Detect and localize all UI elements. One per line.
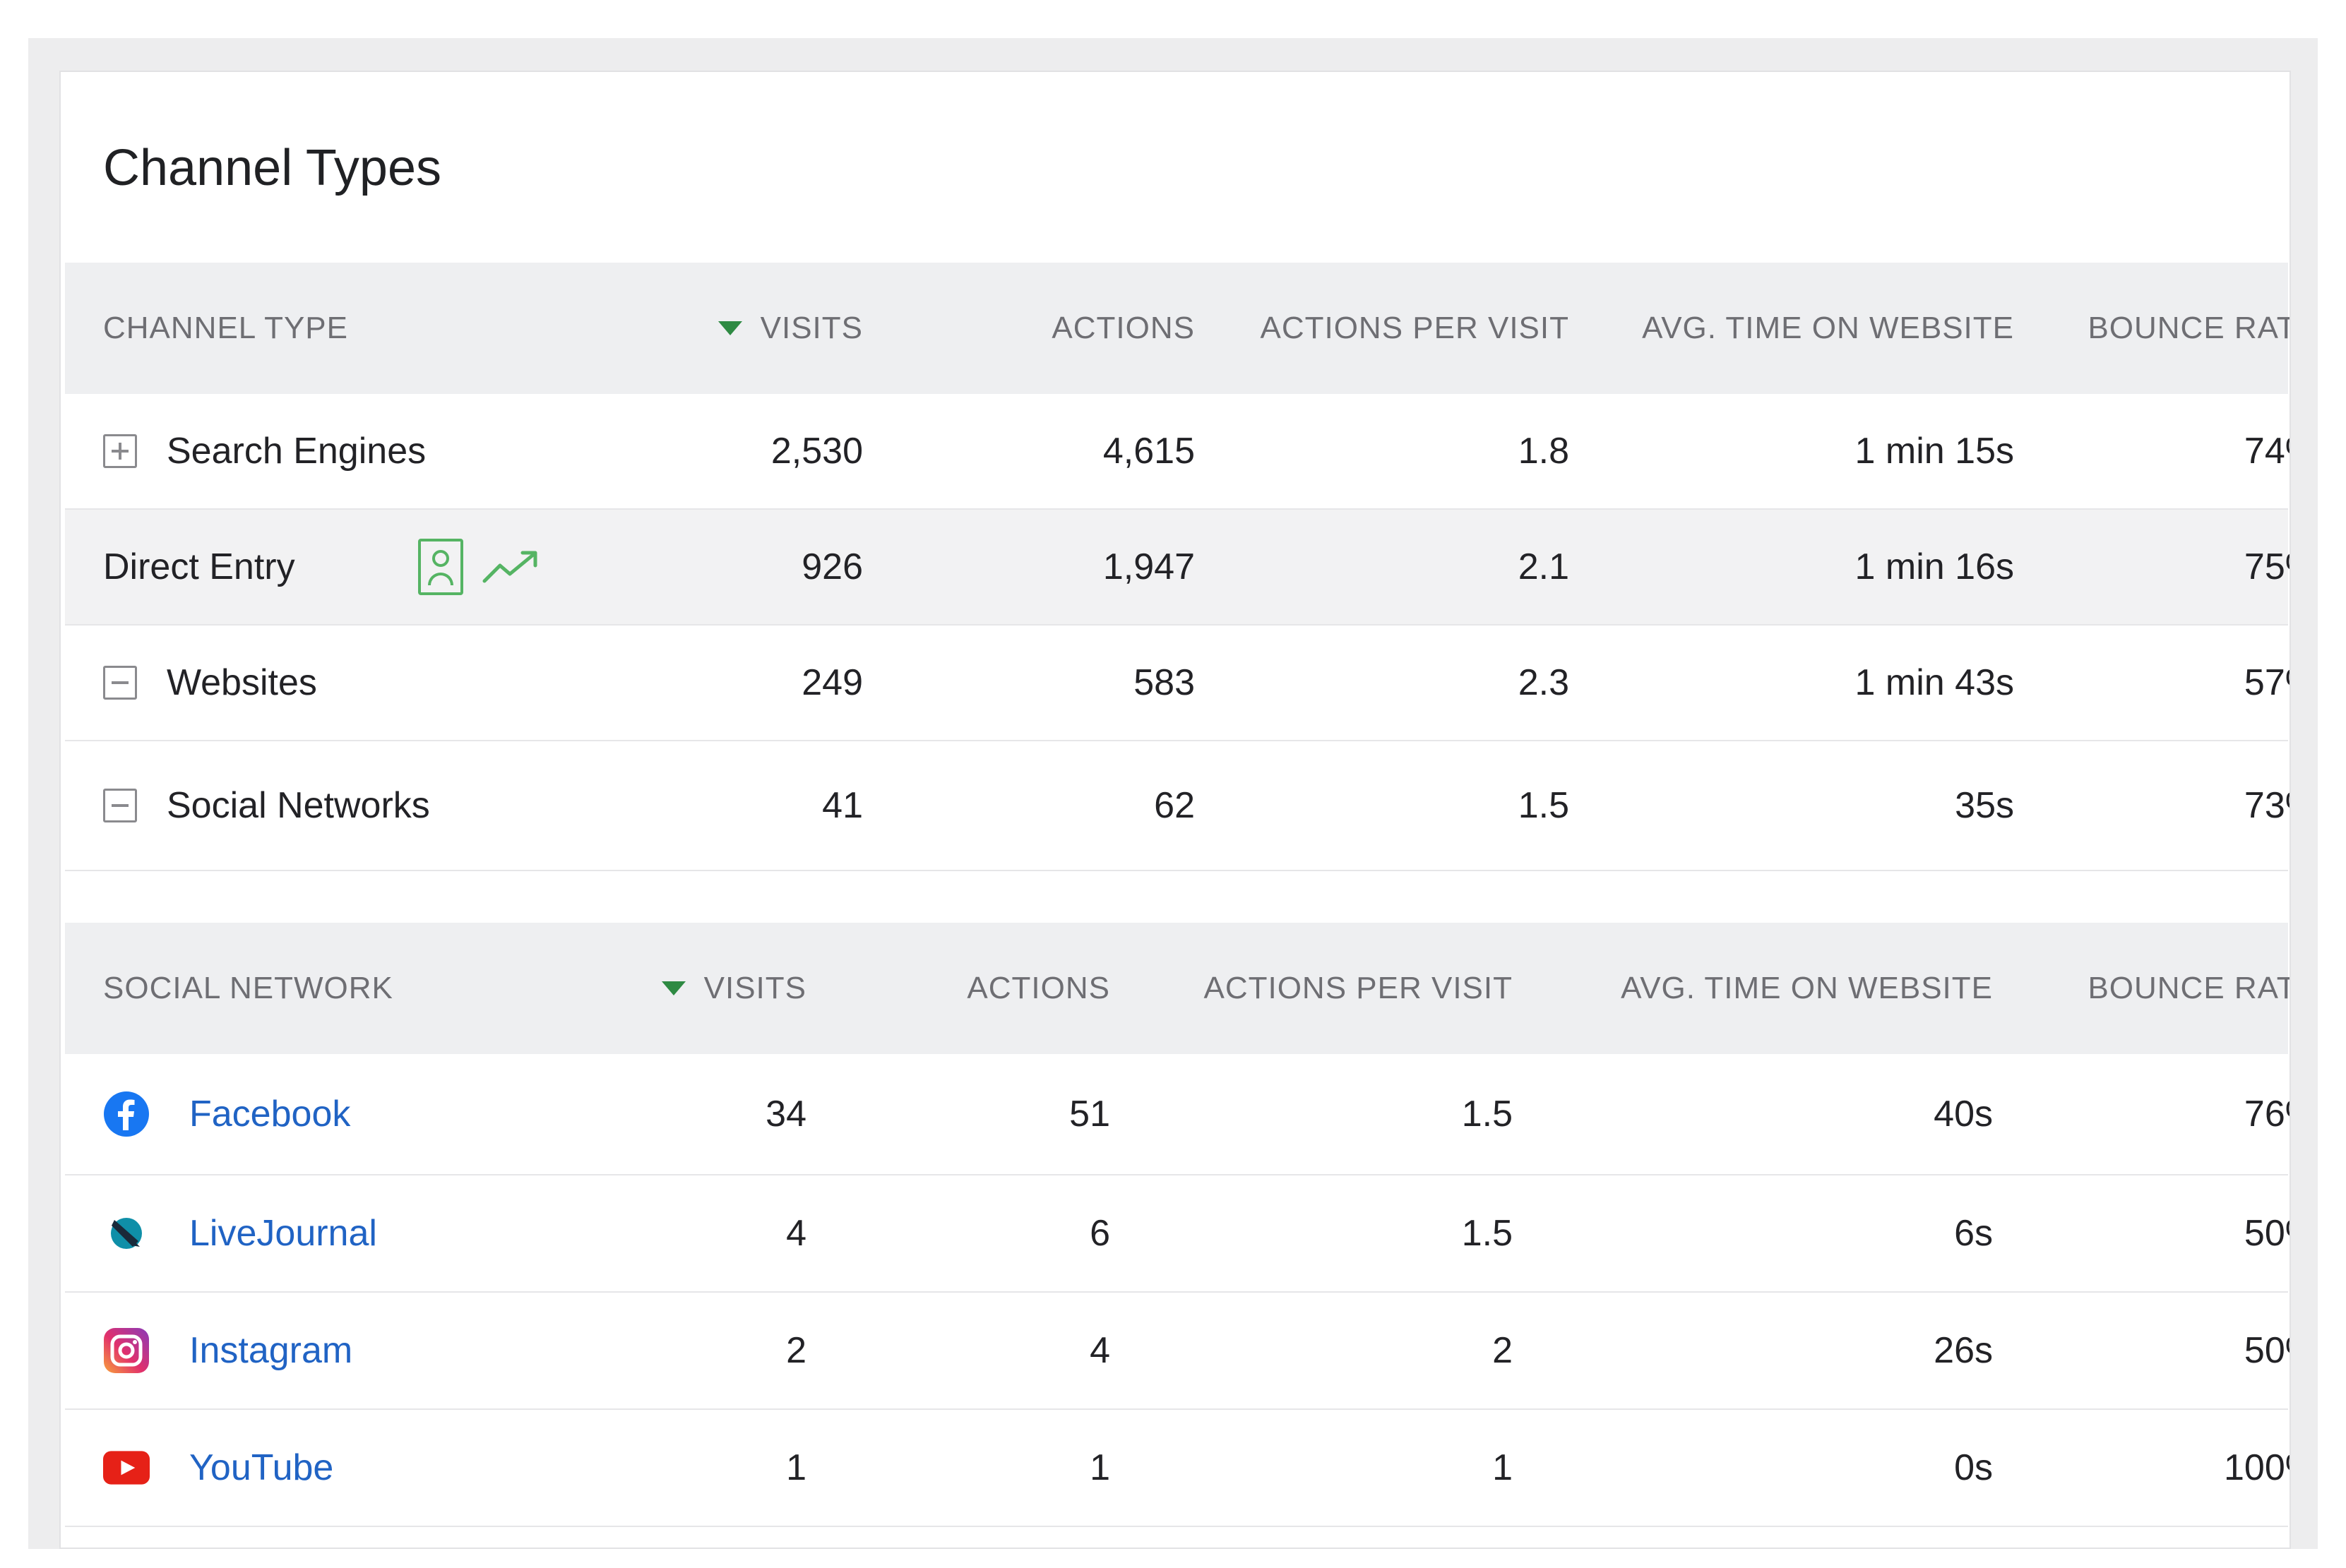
row-label-cell[interactable]: Search Engines [103, 394, 426, 508]
avg-time-value: 1 min 16s [1854, 546, 2014, 587]
actions-value: 51 [1069, 1094, 1110, 1135]
channel-types-widget: Channel Types CHANNEL TYPE VISITS ACTION… [59, 71, 2291, 1549]
actions-value: 4,615 [1102, 431, 1195, 472]
visits-value: 34 [766, 1094, 806, 1135]
channel-type-table: CHANNEL TYPE VISITS ACTIONS ACTIONS PER … [65, 263, 2290, 871]
column-header-avg-time[interactable]: AVG. TIME ON WEBSITE [1642, 311, 2014, 345]
facebook-icon [103, 1091, 150, 1137]
livejournal-icon [103, 1210, 150, 1257]
table-row[interactable]: Social Networks 41 62 1.5 35s 73% [65, 741, 2290, 871]
bounce-rate-value: 100% [2224, 1447, 2290, 1488]
row-label: Direct Entry [103, 546, 295, 587]
bounce-rate-value: 73% [2244, 785, 2290, 826]
column-header-visits-label: VISITS [703, 971, 806, 1005]
row-label: Search Engines [167, 431, 427, 472]
table-row[interactable]: LiveJournal 4 6 1.5 6s 50% [65, 1175, 2290, 1293]
sort-descending-icon [718, 321, 742, 335]
visits-value: 1 [786, 1447, 806, 1488]
row-label[interactable]: YouTube [189, 1447, 334, 1488]
column-header-actions[interactable]: ACTIONS [967, 971, 1110, 1005]
bounce-rate-value: 50% [2244, 1213, 2290, 1254]
row-label-cell[interactable]: Facebook [103, 1054, 350, 1174]
actions-value: 1,947 [1102, 546, 1195, 587]
bounce-rate-value: 74% [2244, 431, 2290, 472]
column-header-actions-per-visit[interactable]: ACTIONS PER VISIT [1203, 971, 1513, 1005]
column-header-bounce-rate[interactable]: BOUNCE RATE [2088, 311, 2290, 345]
visits-value: 926 [802, 546, 863, 587]
column-header-visits[interactable]: VISITS [644, 263, 863, 394]
avg-time-value: 26s [1934, 1330, 1993, 1371]
widget-title: Channel Types [103, 140, 442, 196]
social-network-table: SOCIAL NETWORK VISITS ACTIONS ACTIONS PE… [65, 923, 2290, 1527]
avg-time-value: 35s [1955, 785, 2014, 826]
actions-value: 6 [1090, 1213, 1110, 1254]
row-label: Websites [167, 662, 317, 703]
table-row[interactable]: YouTube 1 1 1 0s 100% [65, 1410, 2290, 1527]
row-label: Social Networks [167, 785, 430, 826]
row-label[interactable]: Instagram [189, 1330, 353, 1371]
bounce-rate-value: 57% [2244, 662, 2290, 703]
collapse-minus-icon[interactable] [103, 666, 137, 700]
visits-value: 249 [802, 662, 863, 703]
actions-value: 62 [1154, 785, 1195, 826]
instagram-icon [103, 1327, 150, 1374]
column-header-bounce-rate[interactable]: BOUNCE RATE [2088, 971, 2290, 1005]
sort-descending-icon [661, 981, 686, 995]
visits-value: 2,530 [770, 431, 863, 472]
row-label[interactable]: Facebook [189, 1094, 351, 1135]
table-row[interactable]: Search Engines 2,530 4,615 1.8 1 min 15s… [65, 394, 2290, 510]
row-label-cell[interactable]: Social Networks [103, 741, 430, 870]
avg-time-value: 0s [1954, 1447, 1993, 1488]
row-label-cell[interactable]: Instagram [103, 1293, 352, 1408]
segmented-visitor-log-icon[interactable] [418, 539, 463, 595]
actions-per-visit-value: 1.5 [1461, 1094, 1513, 1135]
row-label[interactable]: LiveJournal [189, 1213, 377, 1254]
actions-value: 4 [1090, 1330, 1110, 1371]
column-header-visits-label: VISITS [760, 311, 863, 345]
avg-time-value: 1 min 43s [1854, 662, 2014, 703]
table-row[interactable]: Instagram 2 4 2 26s 50% [65, 1293, 2290, 1410]
column-header-actions[interactable]: ACTIONS [1052, 311, 1195, 345]
expand-plus-icon[interactable] [103, 434, 137, 468]
avg-time-value: 40s [1934, 1094, 1993, 1135]
row-evolution-icon[interactable] [482, 549, 541, 585]
visits-value: 2 [786, 1330, 806, 1371]
actions-per-visit-value: 1.8 [1518, 431, 1569, 472]
table-header: SOCIAL NETWORK VISITS ACTIONS ACTIONS PE… [65, 923, 2290, 1054]
actions-value: 1 [1090, 1447, 1110, 1488]
collapse-minus-icon[interactable] [103, 789, 137, 822]
avg-time-value: 6s [1954, 1213, 1993, 1254]
table-header: CHANNEL TYPE VISITS ACTIONS ACTIONS PER … [65, 263, 2290, 394]
actions-per-visit-value: 2.1 [1518, 546, 1569, 587]
row-label-cell: Direct Entry [103, 510, 295, 624]
row-label-cell[interactable]: Websites [103, 626, 317, 740]
table-row[interactable]: Facebook 34 51 1.5 40s 76% [65, 1054, 2290, 1175]
actions-per-visit-value: 2 [1492, 1330, 1513, 1371]
avg-time-value: 1 min 15s [1854, 431, 2014, 472]
actions-per-visit-value: 1.5 [1518, 785, 1569, 826]
bounce-rate-value: 75% [2244, 546, 2290, 587]
bounce-rate-value: 76% [2244, 1094, 2290, 1135]
visits-value: 4 [786, 1213, 806, 1254]
youtube-icon [103, 1444, 150, 1491]
column-header-avg-time[interactable]: AVG. TIME ON WEBSITE [1621, 971, 1993, 1005]
column-header-social-network[interactable]: SOCIAL NETWORK [103, 971, 393, 1005]
row-label-cell[interactable]: YouTube [103, 1410, 333, 1526]
row-actions [418, 510, 541, 624]
actions-per-visit-value: 1 [1492, 1447, 1513, 1488]
column-header-visits[interactable]: VISITS [588, 923, 806, 1054]
actions-per-visit-value: 1.5 [1461, 1213, 1513, 1254]
actions-per-visit-value: 2.3 [1518, 662, 1569, 703]
table-row[interactable]: Direct Entry 926 1,947 2.1 1 min 16s 75% [65, 510, 2290, 626]
bounce-rate-value: 50% [2244, 1330, 2290, 1371]
table-row[interactable]: Websites 249 583 2.3 1 min 43s 57% [65, 626, 2290, 741]
column-header-actions-per-visit[interactable]: ACTIONS PER VISIT [1260, 311, 1569, 345]
visits-value: 41 [822, 785, 863, 826]
row-label-cell[interactable]: LiveJournal [103, 1175, 377, 1291]
actions-value: 583 [1133, 662, 1195, 703]
column-header-channel-type[interactable]: CHANNEL TYPE [103, 311, 348, 345]
